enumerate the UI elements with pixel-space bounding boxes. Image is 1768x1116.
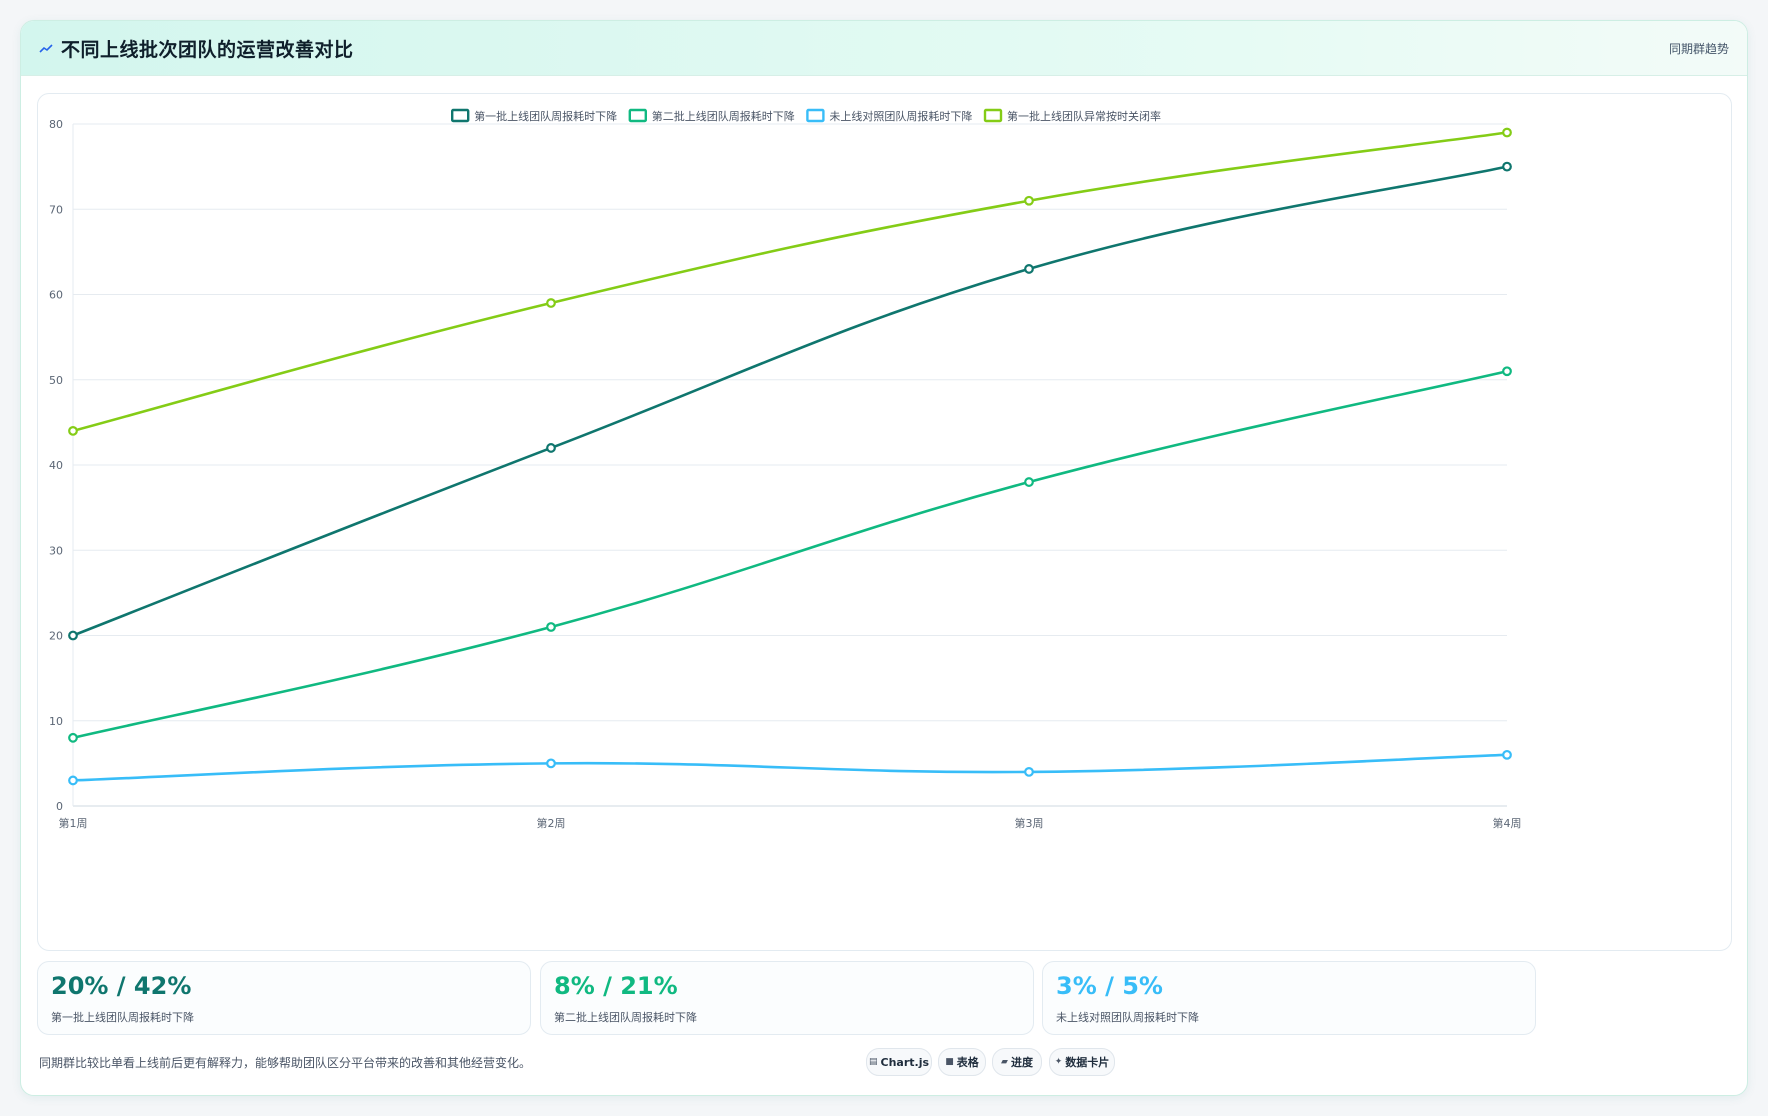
chart-card: 0 10 20 30 40 50 60 70 80 第1周 第2周 第3周 第4周 第一批上线团队周报耗时…	[37, 93, 1732, 951]
legend-swatch	[806, 108, 825, 123]
y-tick-label: 20	[49, 630, 63, 643]
title-wrap: 不同上线批次团队的运营改善对比	[39, 35, 354, 62]
sparkle-icon: ✦	[1054, 1057, 1063, 1067]
data-point	[1024, 477, 1034, 487]
stat-label: 第一批上线团队周报耗时下降	[51, 1011, 194, 1024]
data-point	[546, 758, 556, 769]
trend-line-icon	[39, 43, 53, 53]
chip-label: 进度	[1010, 1056, 1033, 1069]
data-point	[1024, 767, 1034, 777]
data-point	[546, 443, 556, 453]
y-tick-label: 80	[49, 118, 63, 131]
data-point	[1024, 264, 1034, 274]
series-line-4	[71, 131, 1509, 433]
y-tick-label: 60	[49, 289, 63, 302]
chart-icon: ▤	[868, 1057, 878, 1067]
stat-value: 3% / 5%	[1056, 972, 1163, 1000]
stat-card-control: 3% / 5% 未上线对照团队周报耗时下降	[1042, 961, 1536, 1035]
footnote: 同期群比较比单看上线前后更有解释力，能够帮助团队区分平台带来的改善和其他经营变化…	[39, 1056, 532, 1070]
legend-label: 第一批上线团队异常按时关闭率	[1007, 109, 1161, 123]
chip-label: Chart.js	[880, 1055, 930, 1069]
data-point	[1502, 161, 1512, 172]
legend-label: 第二批上线团队周报耗时下降	[652, 109, 795, 123]
x-tick-label: 第4周	[1493, 816, 1522, 830]
line-chart: 0 10 20 30 40 50 60 70 80 第1周 第2周 第3周 第4周 第一批上线团队周报耗时…	[49, 108, 1522, 830]
legend-swatch	[983, 108, 1003, 123]
y-tick-label: 40	[49, 459, 63, 472]
y-tick-label: 30	[49, 544, 63, 557]
y-tick-label: 10	[49, 715, 63, 728]
data-point	[1502, 749, 1512, 760]
stat-value: 8% / 21%	[554, 972, 678, 1000]
chip-chartjs[interactable]: ▤ Chart.js	[866, 1048, 932, 1076]
y-tick-label: 0	[56, 800, 63, 813]
stat-label: 第二批上线团队周报耗时下降	[554, 1011, 697, 1024]
series-line-1	[71, 165, 1509, 637]
stat-card-batch2: 8% / 21% 第二批上线团队周报耗时下降	[540, 961, 1034, 1035]
data-point	[546, 622, 556, 632]
data-point	[1502, 366, 1512, 377]
series-line-2	[71, 369, 1509, 740]
legend-swatch	[451, 108, 470, 123]
x-tick-label: 第3周	[1015, 816, 1044, 830]
panel-header: 不同上线批次团队的运营改善对比 同期群趋势	[21, 21, 1747, 76]
progress-icon: ▰	[1001, 1057, 1008, 1067]
data-point	[1024, 195, 1034, 206]
stat-label: 未上线对照团队周报耗时下降	[1056, 1011, 1199, 1024]
legend-label: 第一批上线团队周报耗时下降	[474, 109, 617, 123]
stat-value: 20% / 42%	[51, 972, 192, 1000]
chip-label: 数据卡片	[1065, 1056, 1110, 1069]
x-tick-label: 第2周	[537, 816, 566, 830]
stat-card-batch1: 20% / 42% 第一批上线团队周报耗时下降	[37, 961, 531, 1035]
chip-datacard[interactable]: ✦ 数据卡片	[1049, 1048, 1115, 1076]
legend-swatch	[628, 108, 647, 123]
x-tick-label: 第1周	[59, 816, 88, 830]
series-line-3	[71, 753, 1509, 782]
chart-panel: 不同上线批次团队的运营改善对比 同期群趋势 0 10 20 30 40 50 60 70 80 第…	[20, 20, 1748, 1096]
chip-progress[interactable]: ▰ 进度	[992, 1048, 1042, 1076]
header-tag: 同期群趋势	[1668, 42, 1729, 56]
data-point	[68, 732, 78, 743]
legend-label: 未上线对照团队周报耗时下降	[829, 109, 972, 123]
table-icon: ■	[945, 1057, 954, 1067]
data-point	[68, 426, 78, 436]
data-point	[1502, 127, 1512, 138]
chip-table[interactable]: ■ 表格	[938, 1048, 986, 1076]
data-point	[68, 775, 78, 786]
chip-label: 表格	[956, 1056, 979, 1069]
y-tick-label: 50	[49, 374, 63, 387]
data-point	[68, 630, 78, 641]
y-tick-label: 70	[49, 203, 63, 216]
page-title: 不同上线批次团队的运营改善对比	[61, 39, 354, 61]
data-point	[546, 298, 556, 308]
